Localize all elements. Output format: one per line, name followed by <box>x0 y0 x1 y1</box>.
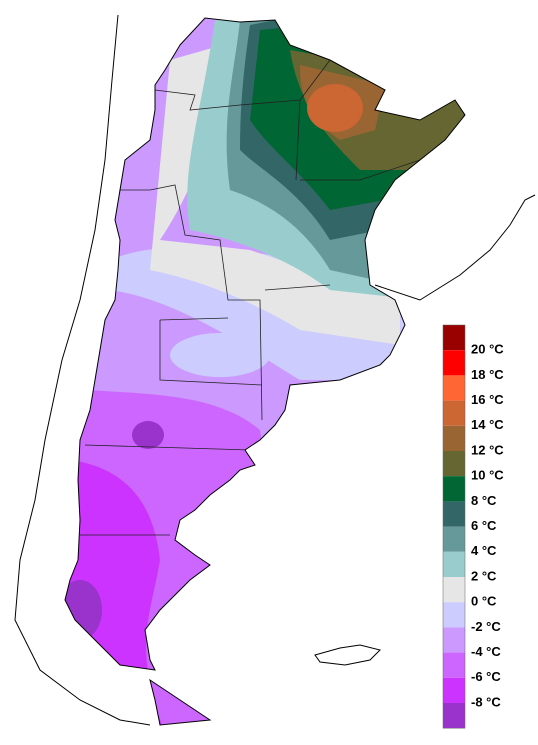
legend-swatch <box>443 652 465 678</box>
legend-swatch <box>443 400 465 426</box>
legend-swatch <box>443 451 465 477</box>
legend-swatch <box>443 526 465 552</box>
uruguay-coast <box>374 194 536 301</box>
legend-label: 20 °C <box>471 342 504 357</box>
legend-swatch <box>443 476 465 502</box>
legend-swatch <box>443 350 465 376</box>
legend-swatch <box>443 703 465 729</box>
legend-label: 8 °C <box>471 493 497 508</box>
legend-swatch <box>443 375 465 401</box>
legend-label: 0 °C <box>471 594 497 609</box>
legend-label: 4 °C <box>471 543 497 558</box>
legend-frame <box>442 324 466 729</box>
falklands <box>314 644 381 666</box>
legend-label: 16 °C <box>471 392 504 407</box>
country-border <box>64 17 466 726</box>
legend-label: -2 °C <box>471 619 501 634</box>
legend-label: -8 °C <box>471 694 501 709</box>
legend-swatch <box>443 501 465 527</box>
legend-label: -6 °C <box>471 669 501 684</box>
legend-label: 12 °C <box>471 442 504 457</box>
legend-label: 18 °C <box>471 367 504 382</box>
chile-coast <box>14 14 151 726</box>
legend-swatch <box>443 425 465 451</box>
legend-swatch <box>443 627 465 653</box>
legend-swatch <box>443 602 465 628</box>
legend-label: -4 °C <box>471 644 501 659</box>
legend-label: 14 °C <box>471 417 504 432</box>
legend-swatch <box>443 577 465 603</box>
legend-swatch <box>443 677 465 703</box>
legend-label: 10 °C <box>471 468 504 483</box>
legend-swatch <box>443 325 465 351</box>
legend-label: 2 °C <box>471 568 497 583</box>
legend-swatch <box>443 551 465 577</box>
legend-label: 6 °C <box>471 518 497 533</box>
